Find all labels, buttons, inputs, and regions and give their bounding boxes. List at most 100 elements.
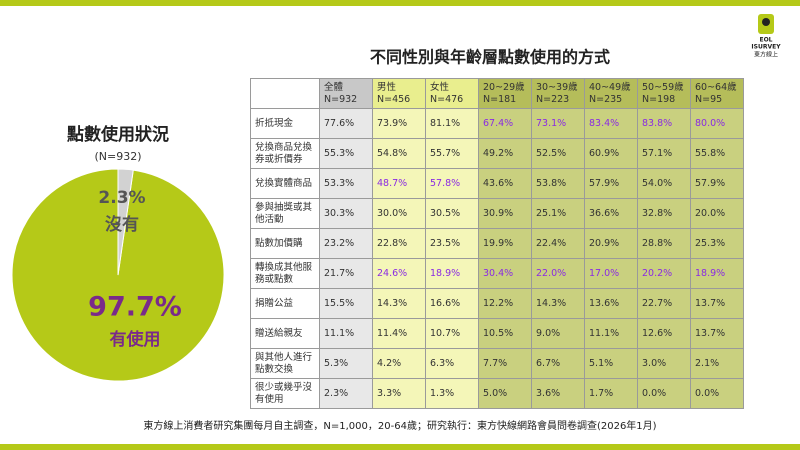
row-label: 很少或幾乎沒有使用 [250,378,320,409]
cell: 83.4% [584,108,638,139]
cell: 17.0% [584,258,638,289]
row-label: 贈送給親友 [250,318,320,349]
cell: 43.6% [478,168,532,199]
table-row: 參與抽獎或其他活動 30.3% 30.0% 30.5% 30.9% 25.1% 36.6% 3… [250,198,744,229]
cell: 11.1% [584,318,638,349]
column-header: 60~64歲 N=95 [690,78,744,109]
cell: 14.3% [531,288,585,319]
column-name: 20~29歲 [483,81,525,93]
cell: 20.9% [584,228,638,259]
row-label: 與其他人進行點數交換 [250,348,320,379]
cell: 25.3% [690,228,744,259]
header-row: 全體 N=932 男性 N=456 女性 N=476 20~29歲 N=181 30~39歲 N=… [250,78,744,109]
cell: 14.3% [372,288,426,319]
corner-cell [250,78,320,109]
column-n: N=198 [642,93,676,105]
value-label: 97.7% [88,292,182,323]
cell: 19.9% [478,228,532,259]
cell: 10.7% [425,318,479,349]
column-header: 全體 N=932 [319,78,373,109]
column-header: 30~39歲 N=223 [531,78,585,109]
cell: 11.1% [319,318,373,349]
cell: 20.2% [637,258,691,289]
cell: 1.7% [584,378,638,409]
cell: 6.7% [531,348,585,379]
pie [11,168,225,382]
column-n: N=235 [589,93,623,105]
cell: 30.0% [372,198,426,229]
row-label: 參與抽獎或其他活動 [250,198,320,229]
cell: 5.1% [584,348,638,379]
cell: 23.5% [425,228,479,259]
footer: 東方線上消費者研究集團每月自主調查，N=1,000，20-64歲；研究執行：東方… [143,419,656,432]
cell: 77.6% [319,108,373,139]
table-row: 與其他人進行點數交換 5.3% 4.2% 6.3% 7.7% 6.7% 5.1% 3.0% 2.… [250,348,744,379]
column-header: 50~59歲 N=198 [637,78,691,109]
cell: 55.7% [425,138,479,169]
logo: EOL ISURVEY 東方線上 [751,14,781,59]
cell: 5.0% [478,378,532,409]
pie-title: 點數使用狀況 [66,124,169,145]
row-label: 捐贈公益 [250,288,320,319]
cell: 1.3% [425,378,479,409]
category-label: 沒有 [105,214,139,235]
column-name: 男性 [377,81,397,93]
cell: 3.6% [531,378,585,409]
logo-text: EOL [759,37,772,44]
value-label: 2.3% [98,188,145,208]
cell: 2.1% [690,348,744,379]
cell: 9.0% [531,318,585,349]
table-row: 點數加價購 23.2% 22.8% 23.5% 19.9% 22.4% 20.9% 28.8%… [250,228,744,259]
cell: 20.0% [690,198,744,229]
cell: 13.7% [690,318,744,349]
cell: 73.9% [372,108,426,139]
cell: 12.2% [478,288,532,319]
logo-eye [762,18,770,26]
cell: 5.3% [319,348,373,379]
table-row: 很少或幾乎沒有使用 2.3% 3.3% 1.3% 5.0% 3.6% 1.7% 0.0% 0.0… [250,378,744,409]
cell: 60.9% [584,138,638,169]
cell: 24.6% [372,258,426,289]
column-name: 40~49歲 [589,81,631,93]
table-row: 捐贈公益 15.5% 14.3% 16.6% 12.2% 14.3% 13.6% 22.7% 1… [250,288,744,319]
cell: 18.9% [690,258,744,289]
cell: 11.4% [372,318,426,349]
cell: 53.3% [319,168,373,199]
cell: 80.0% [690,108,744,139]
column-n: N=95 [695,93,723,105]
cell: 23.2% [319,228,373,259]
cell: 25.1% [531,198,585,229]
cell: 10.5% [478,318,532,349]
cell: 49.2% [478,138,532,169]
cell: 22.4% [531,228,585,259]
cell: 81.1% [425,108,479,139]
cell: 18.9% [425,258,479,289]
cell: 57.8% [425,168,479,199]
cell: 28.8% [637,228,691,259]
category-label: 有使用 [110,329,161,350]
cell: 16.6% [425,288,479,319]
cell: 7.7% [478,348,532,379]
cell: 55.8% [690,138,744,169]
table-row: 轉換成其他服務或點數 21.7% 24.6% 18.9% 30.4% 22.0% 17.0%… [250,258,744,289]
cell: 57.9% [584,168,638,199]
cell: 15.5% [319,288,373,319]
row-label: 點數加價購 [250,228,320,259]
column-n: N=932 [324,93,358,105]
table-title: 不同性別與年齡層點數使用的方式 [370,48,610,67]
cell: 22.0% [531,258,585,289]
cell: 32.8% [637,198,691,229]
column-name: 30~39歲 [536,81,578,93]
column-header: 40~49歲 N=235 [584,78,638,109]
pie-subtitle: (N=932) [94,150,141,163]
row-label: 兌換實體商品 [250,168,320,199]
cell: 2.3% [319,378,373,409]
cell: 67.4% [478,108,532,139]
cell: 13.7% [690,288,744,319]
table-row: 贈送給親友 11.1% 11.4% 10.7% 10.5% 9.0% 11.1% 12.6% 1… [250,318,744,349]
cell: 0.0% [637,378,691,409]
cell: 22.7% [637,288,691,319]
cell: 3.0% [637,348,691,379]
